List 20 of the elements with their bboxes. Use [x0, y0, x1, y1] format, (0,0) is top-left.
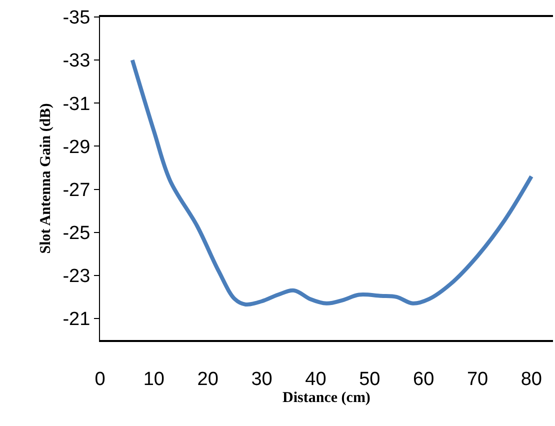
x-tick-label: 60 — [413, 368, 434, 390]
x-tick-label: 30 — [251, 368, 272, 390]
x-tick-label: 10 — [143, 368, 164, 390]
y-tick-label: -31 — [62, 94, 90, 115]
x-tick-label: 40 — [305, 368, 326, 390]
x-tick-label: 80 — [520, 368, 542, 390]
y-tick-label: -21 — [62, 309, 90, 330]
y-tick-label: -27 — [62, 180, 90, 201]
y-tick-label: -33 — [62, 50, 90, 72]
x-tick-label: 70 — [466, 368, 488, 390]
y-tick-label: -23 — [62, 266, 90, 288]
y-axis-title: Slot Antenna Gain (dB) — [38, 103, 54, 254]
y-tick-label: -25 — [62, 222, 90, 244]
x-axis-title: Distance (cm) — [282, 390, 370, 406]
x-tick-label: 20 — [197, 368, 218, 390]
x-tick-label: 0 — [94, 368, 106, 390]
line-series — [130, 58, 534, 306]
y-tick-label: -35 — [62, 8, 90, 29]
y-tick-label: -29 — [62, 136, 90, 158]
x-tick-label: 50 — [359, 368, 380, 390]
